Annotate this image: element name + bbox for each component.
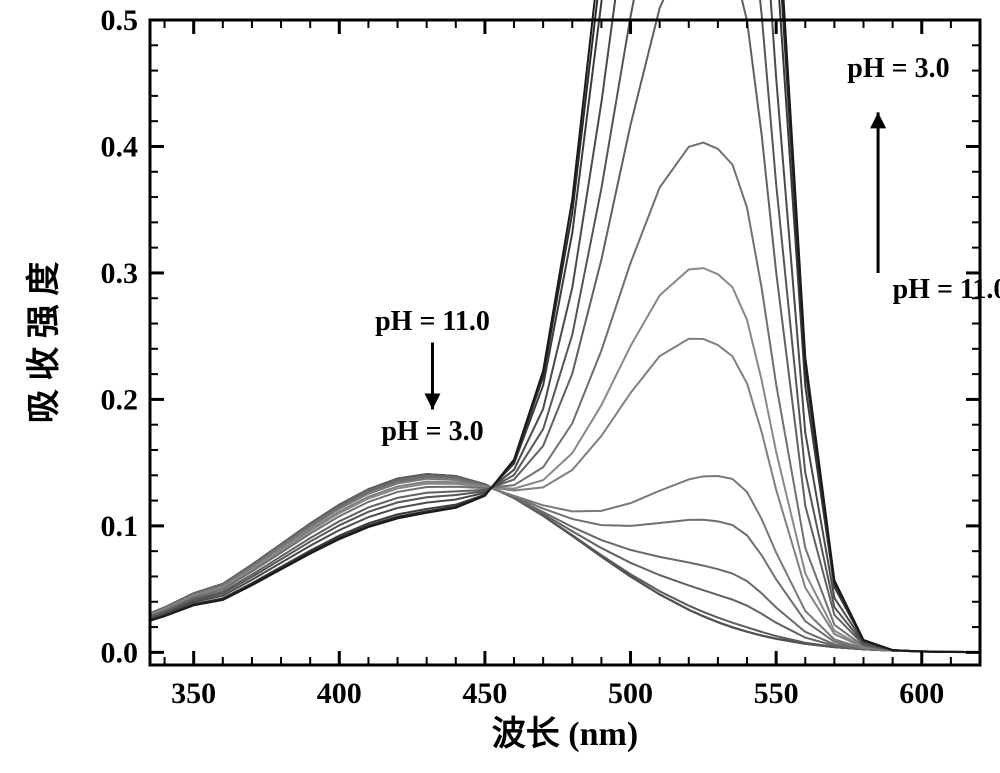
annotation-ph11-left: pH = 11.0	[375, 306, 490, 337]
x-tick-label: 350	[171, 677, 216, 710]
x-tick-label: 450	[462, 677, 507, 710]
x-tick-label: 550	[754, 677, 799, 710]
spectrum-line	[150, 339, 980, 652]
x-tick-label: 600	[899, 677, 944, 710]
chart-svg: 350 400 450 500 550 600 波长 (nm) 0.0 0.1 0.2 0.3 0.4…	[0, 0, 1000, 773]
y-tick-label: 0.1	[101, 510, 139, 543]
spectrum-line	[150, 143, 980, 653]
x-axis-title: 波长 (nm)	[492, 715, 638, 753]
y-tick-label: 0.3	[101, 257, 139, 290]
arrow-head-arrow-left	[424, 394, 440, 410]
series-group	[150, 0, 980, 652]
spectrum-line	[150, 268, 980, 652]
arrow-head-arrow-right	[870, 112, 886, 128]
x-tick-label: 500	[608, 677, 653, 710]
x-tick-label: 400	[317, 677, 362, 710]
plot-frame	[150, 20, 980, 665]
annotation-ph3-left: pH = 3.0	[381, 416, 483, 447]
spectra-chart: 350 400 450 500 550 600 波长 (nm) 0.0 0.1 0.2 0.3 0.4…	[0, 0, 1000, 773]
annotation-ph11-right: pH = 11.0	[893, 274, 1000, 305]
y-tick-label: 0.5	[101, 4, 139, 37]
y-tick-label: 0.4	[101, 130, 139, 163]
y-tick-label: 0.0	[101, 636, 139, 669]
y-tick-label: 0.2	[101, 383, 139, 416]
annotation-ph3-right: pH = 3.0	[847, 53, 949, 84]
y-axis-title: 吸 收 强 度	[25, 262, 63, 424]
